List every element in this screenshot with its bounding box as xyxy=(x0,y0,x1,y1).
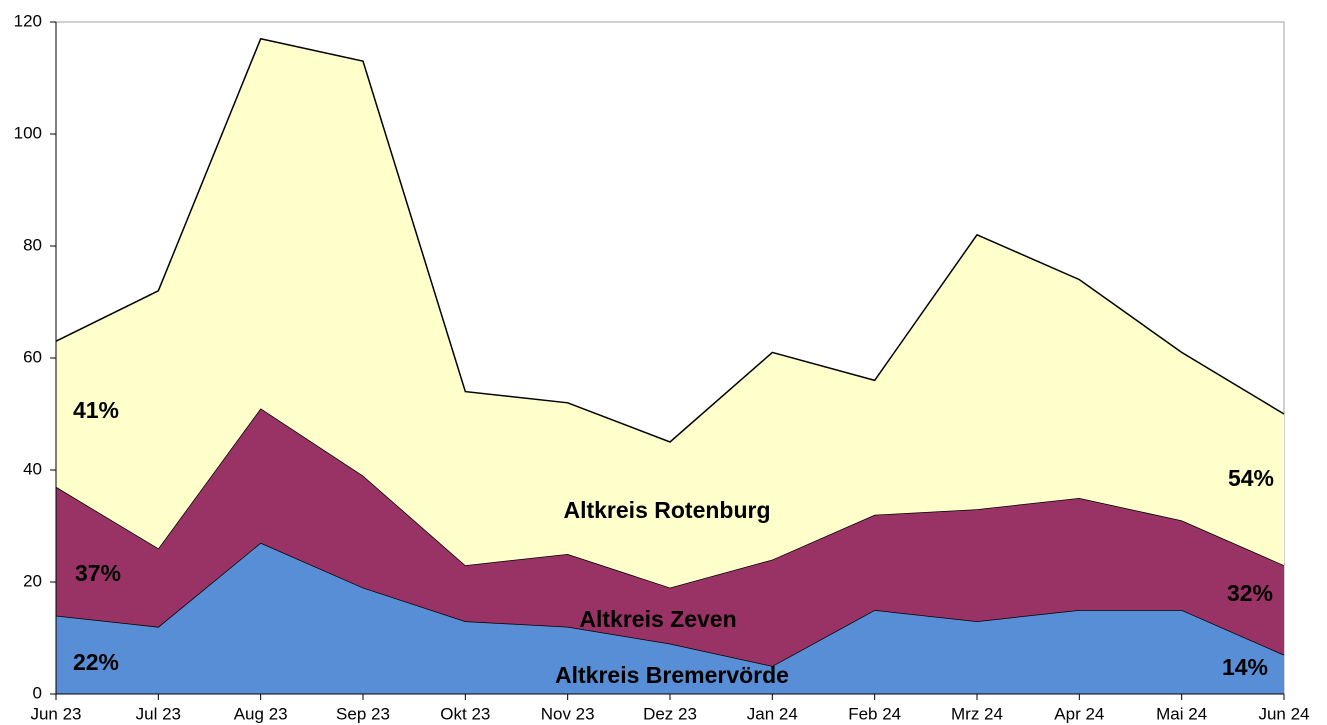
x-tick-label: Jul 23 xyxy=(136,704,181,723)
series-label: Altkreis Bremervörde xyxy=(555,662,789,688)
y-tick-label: 100 xyxy=(14,123,42,142)
x-tick-label: Dez 23 xyxy=(643,704,697,723)
area xyxy=(56,542,1284,694)
y-tick-label: 60 xyxy=(23,347,42,366)
y-tick-label: 120 xyxy=(14,11,42,30)
area xyxy=(56,408,1284,666)
area-line xyxy=(55,37,1285,443)
percent-label: 54% xyxy=(1228,465,1274,491)
percent-label: 32% xyxy=(1227,580,1273,606)
y-tick-label: 20 xyxy=(23,571,42,590)
x-tick-label: Apr 24 xyxy=(1054,704,1104,723)
y-tick-label: 80 xyxy=(23,235,42,254)
x-tick-label: Aug 23 xyxy=(234,704,288,723)
percent-label: 37% xyxy=(75,560,121,586)
x-tick-label: Mrz 24 xyxy=(951,704,1003,723)
percent-label: 41% xyxy=(73,397,119,423)
x-tick-label: Mai 24 xyxy=(1156,704,1207,723)
x-tick-label: Jan 24 xyxy=(747,704,798,723)
x-tick-label: Nov 23 xyxy=(541,704,595,723)
area xyxy=(56,38,1284,588)
y-tick-label: 0 xyxy=(33,683,42,702)
series-label: Altkreis Zeven xyxy=(579,606,736,632)
x-tick-label: Okt 23 xyxy=(440,704,490,723)
x-tick-label: Sep 23 xyxy=(336,704,390,723)
percent-label: 22% xyxy=(73,649,119,675)
series-label: Altkreis Rotenburg xyxy=(563,497,770,523)
y-tick-label: 40 xyxy=(23,459,42,478)
x-tick-label: Jun 23 xyxy=(30,704,81,723)
percent-label: 14% xyxy=(1222,654,1268,680)
x-tick-label: Jun 24 xyxy=(1258,704,1309,723)
x-tick-label: Feb 24 xyxy=(848,704,901,723)
